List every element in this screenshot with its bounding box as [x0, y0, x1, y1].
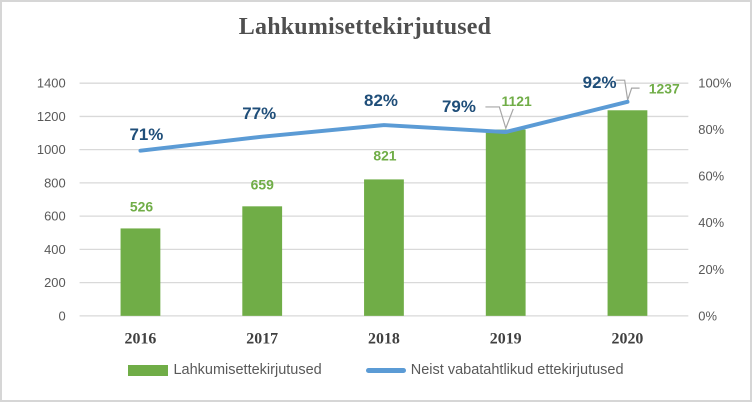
bar-value-label-2020: 1237: [649, 80, 680, 96]
bar-2019: [485, 129, 526, 316]
left-axis-tick: 1400: [37, 76, 66, 91]
right-axis-tick: 80%: [698, 122, 724, 137]
left-axis-tick: 200: [44, 275, 66, 290]
leader-line-1121: [485, 106, 514, 131]
bar-2020: [607, 110, 648, 316]
line-series: [138, 99, 630, 153]
left-axis-tick: 800: [44, 175, 66, 190]
left-axis-tick: 1000: [37, 142, 66, 157]
bar-value-label-2017: 659: [251, 177, 274, 193]
bar-series-swatch: [128, 364, 169, 376]
line-value-label-2019: 79%: [442, 97, 476, 116]
bar-value-label-2016: 526: [130, 199, 153, 215]
bar-2018: [364, 179, 404, 316]
x-axis-label-2016: 2016: [125, 331, 157, 348]
legend-label-bar-series: Lahkumisettekirjutused: [173, 362, 322, 378]
x-axis-label-2018: 2018: [368, 331, 400, 348]
bar-value-label-2018: 821: [373, 148, 396, 164]
x-axis-label-2020: 2020: [612, 331, 644, 348]
line-value-label-2016: 71%: [130, 125, 164, 144]
x-axis-label-2019: 2019: [490, 331, 522, 348]
legend: Lahkumisettekirjutused Neist vabatahtlik…: [2, 359, 750, 381]
left-axis-tick: 600: [44, 209, 66, 224]
left-axis-tick: 1200: [37, 109, 66, 124]
line-series-swatch: [365, 367, 406, 373]
legend-label-line-series: Neist vabatahtlikud ettekirjutused: [410, 362, 624, 378]
right-axis-tick: 100%: [698, 76, 731, 91]
bar-value-label-2019: 1121: [502, 93, 532, 109]
right-axis-tick: 40%: [698, 215, 724, 230]
x-axis-label-2017: 2017: [246, 331, 278, 348]
line-value-label-2018: 82%: [364, 91, 398, 110]
leader-line-92pct-1237: [615, 79, 640, 101]
left-axis-tick: 400: [44, 242, 66, 257]
line-value-label-2020: 92%: [583, 73, 617, 92]
bar-2016: [120, 228, 161, 316]
right-axis-tick: 20%: [698, 262, 724, 277]
legend-item-line-series: Neist vabatahtlikud ettekirjutused: [365, 362, 624, 378]
chart-title: Lahkumisettekirjutused: [238, 14, 492, 40]
left-axis-tick: 0: [58, 308, 65, 323]
bar-2017: [242, 206, 283, 316]
right-axis-tick: 0%: [698, 308, 717, 323]
right-axis-tick: 60%: [698, 169, 724, 184]
line-value-label-2017: 77%: [242, 104, 276, 123]
legend-item-bar-series: Lahkumisettekirjutused: [128, 362, 322, 378]
